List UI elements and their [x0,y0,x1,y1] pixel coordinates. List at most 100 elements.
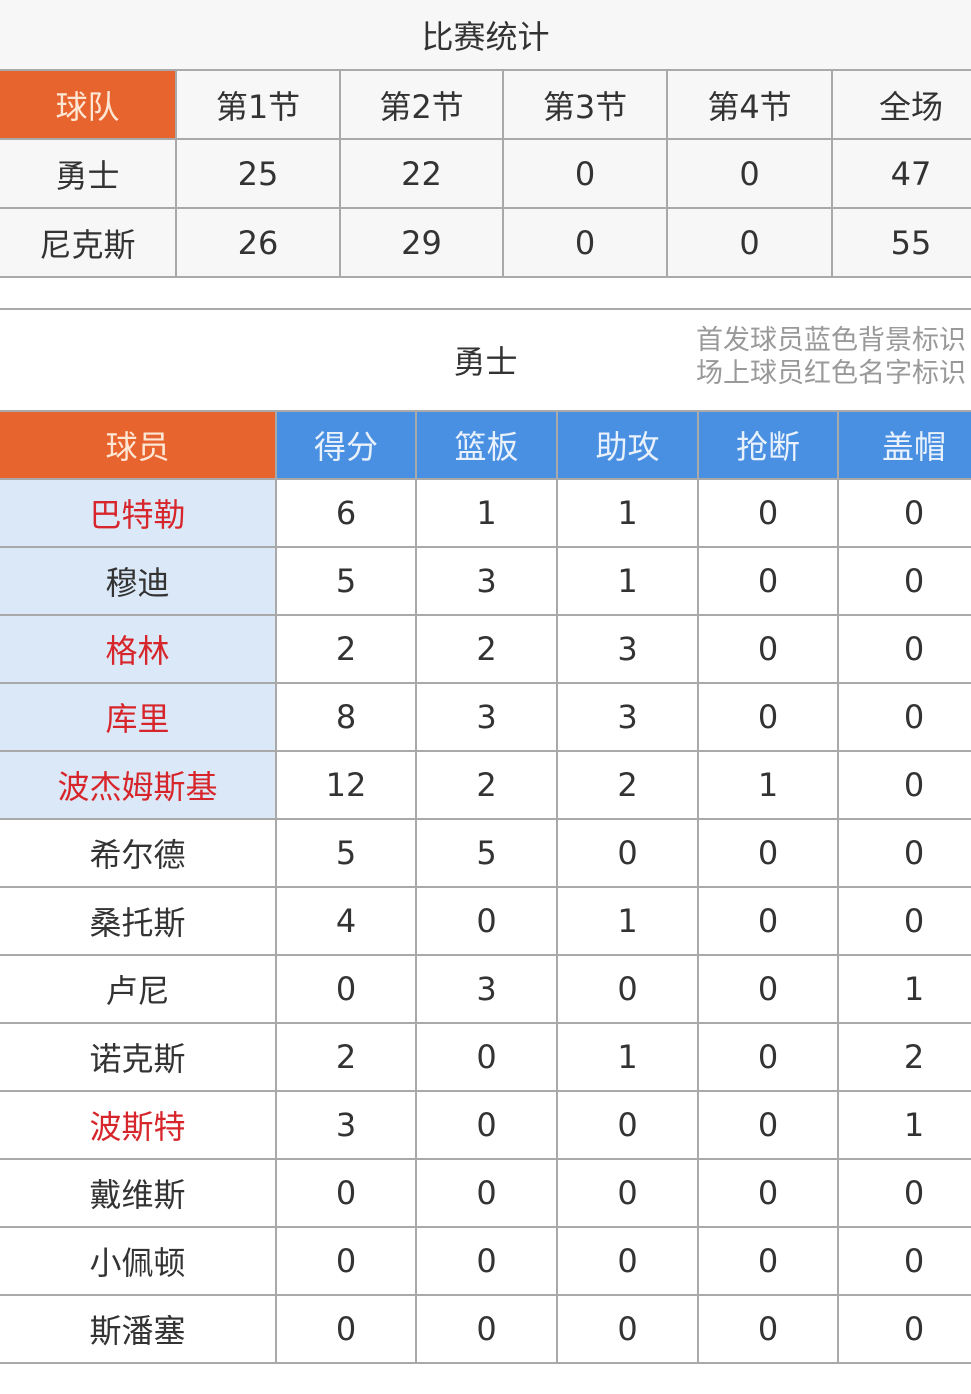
stat-cell: 0 [837,1294,971,1364]
score-cell: 0 [666,208,833,278]
column-header: 篮板 [415,410,558,480]
stat-cell: 0 [837,1158,971,1228]
stat-cell: 0 [837,614,971,684]
column-header: 第4节 [666,71,833,140]
stat-cell: 1 [837,954,971,1024]
stat-cell: 3 [556,614,699,684]
stat-cell: 5 [275,546,417,616]
stat-cell: 0 [556,818,699,888]
player-name: 戴维斯 [0,1158,277,1228]
legend-starter: 首发球员蓝色背景标识 [696,325,966,356]
stat-cell: 0 [837,818,971,888]
column-header: 抢断 [697,410,839,480]
stat-cell: 0 [556,954,699,1024]
team-name: 尼克斯 [0,208,177,278]
player-name: 库里 [0,682,277,752]
stat-cell: 0 [697,546,839,616]
stat-cell: 2 [556,750,699,820]
player-row[interactable]: 戴维斯 0 0 0 0 0 [0,1158,971,1228]
stat-cell: 1 [556,1022,699,1092]
player-row[interactable]: 穆迪 5 3 1 0 0 [0,546,971,616]
player-row[interactable]: 桑托斯 4 0 1 0 0 [0,886,971,956]
stat-cell: 5 [275,818,417,888]
stat-cell: 0 [697,478,839,548]
stat-cell: 0 [415,886,558,956]
stat-cell: 0 [697,1158,839,1228]
stat-cell: 3 [556,682,699,752]
team-name: 勇士 [453,343,518,381]
stat-cell: 0 [556,1090,699,1160]
column-header: 得分 [275,410,417,480]
stat-cell: 0 [415,1226,558,1296]
legend-on-court: 场上球员红色名字标识 [696,358,966,389]
player-row[interactable]: 格林 2 2 3 0 0 [0,614,971,684]
score-cell: 29 [339,208,504,278]
score-cell: 55 [831,208,971,278]
score-cell: 26 [175,208,341,278]
stat-cell: 5 [415,818,558,888]
stat-cell: 0 [697,1022,839,1092]
score-cell: 0 [666,139,833,209]
stat-cell: 0 [837,682,971,752]
stat-cell: 8 [275,682,417,752]
player-row[interactable]: 卢尼 0 3 0 0 1 [0,954,971,1024]
player-name: 诺克斯 [0,1022,277,1092]
stat-cell: 12 [275,750,417,820]
stat-cell: 0 [275,1226,417,1296]
score-cell: 47 [831,139,971,209]
player-name: 斯潘塞 [0,1294,277,1364]
player-name: 穆迪 [0,546,277,616]
stat-cell: 3 [415,954,558,1024]
player-row[interactable]: 巴特勒 6 1 1 0 0 [0,478,971,548]
stat-cell: 2 [415,614,558,684]
column-header: 第2节 [339,71,504,140]
stat-cell: 0 [275,1294,417,1364]
stat-cell: 0 [275,1158,417,1228]
score-cell: 0 [502,208,668,278]
player-row[interactable]: 斯潘塞 0 0 0 0 0 [0,1294,971,1364]
stat-cell: 0 [697,1090,839,1160]
stat-cell: 1 [556,478,699,548]
stat-cell: 0 [556,1294,699,1364]
stat-cell: 6 [275,478,417,548]
stat-cell: 0 [556,1226,699,1296]
stat-cell: 0 [415,1090,558,1160]
stat-cell: 2 [415,750,558,820]
stat-cell: 2 [275,1022,417,1092]
player-name: 卢尼 [0,954,277,1024]
team-row: 勇士 25 22 0 0 47 [0,139,971,209]
column-header: 全场 [831,71,971,140]
stat-cell: 2 [275,614,417,684]
team-name: 勇士 [0,139,177,209]
player-row[interactable]: 希尔德 5 5 0 0 0 [0,818,971,888]
player-name: 格林 [0,614,277,684]
stat-cell: 2 [837,1022,971,1092]
stat-cell: 3 [275,1090,417,1160]
player-row[interactable]: 小佩顿 0 0 0 0 0 [0,1226,971,1296]
player-row[interactable]: 库里 8 3 3 0 0 [0,682,971,752]
team-row: 尼克斯 26 29 0 0 55 [0,208,971,278]
player-name: 桑托斯 [0,886,277,956]
player-stats-table: 球员 得分 篮板 助攻 抢断 盖帽 巴特勒 6 1 1 0 0 穆迪 5 3 1 0 0 格林 2 2 3 0 0 库里 8 3 3 0… [0,410,971,1364]
stat-cell: 0 [697,614,839,684]
player-row[interactable]: 诺克斯 2 0 1 0 2 [0,1022,971,1092]
stat-cell: 0 [837,546,971,616]
player-row[interactable]: 波斯特 3 0 0 0 1 [0,1090,971,1160]
stat-cell: 0 [697,1294,839,1364]
score-cell: 0 [502,139,668,209]
stat-cell: 0 [837,478,971,548]
stat-cell: 0 [697,682,839,752]
player-name: 小佩顿 [0,1226,277,1296]
stat-cell: 0 [415,1158,558,1228]
stat-cell: 0 [415,1294,558,1364]
team-score-table: 球队 第1节 第2节 第3节 第4节 全场 勇士 25 22 0 0 47 尼克斯 26 29 0 0 55 [0,71,971,278]
stat-cell: 3 [415,546,558,616]
column-header: 第1节 [175,71,341,140]
player-section-header: 勇士 首发球员蓝色背景标识 场上球员红色名字标识 [0,310,971,410]
player-row[interactable]: 波杰姆斯基 12 2 2 1 0 [0,750,971,820]
column-header: 盖帽 [837,410,971,480]
stat-cell: 1 [556,546,699,616]
stat-cell: 1 [415,478,558,548]
stat-cell: 0 [415,1022,558,1092]
stat-cell: 0 [275,954,417,1024]
